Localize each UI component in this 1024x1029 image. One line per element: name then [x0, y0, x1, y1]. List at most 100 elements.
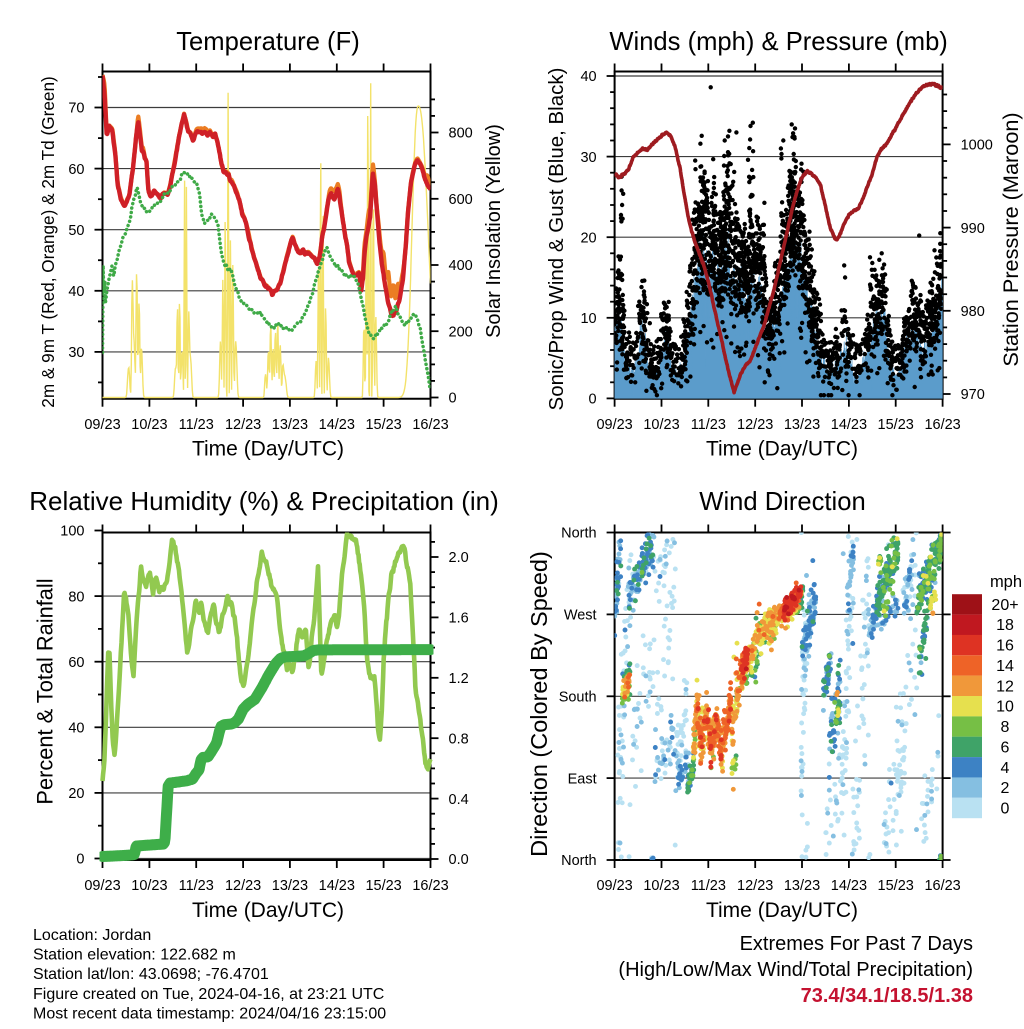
svg-text:200: 200 — [449, 324, 473, 340]
svg-text:(High/Low/Max Wind/Total Preci: (High/Low/Max Wind/Total Precipitation) — [618, 959, 973, 981]
svg-text:6: 6 — [1001, 739, 1010, 756]
svg-text:Extremes For Past 7 Days: Extremes For Past 7 Days — [740, 933, 973, 955]
svg-text:20: 20 — [580, 230, 596, 246]
svg-text:800: 800 — [449, 126, 473, 142]
svg-text:2m & 9m T (Red, Orange) & 2m T: 2m & 9m T (Red, Orange) & 2m Td (Green) — [38, 76, 58, 407]
svg-text:North: North — [561, 526, 596, 542]
svg-text:2.0: 2.0 — [449, 550, 469, 566]
svg-text:Station lat/lon: 43.0698; -76.: Station lat/lon: 43.0698; -76.4701 — [33, 966, 269, 983]
svg-text:0.0: 0.0 — [449, 852, 469, 868]
svg-text:73.4/34.1/18.5/1.38: 73.4/34.1/18.5/1.38 — [801, 985, 973, 1007]
svg-text:West: West — [564, 608, 597, 624]
svg-text:0.8: 0.8 — [449, 731, 469, 747]
svg-text:09/23: 09/23 — [84, 417, 120, 433]
svg-text:16/23: 16/23 — [924, 417, 960, 433]
svg-text:400: 400 — [449, 258, 473, 274]
svg-text:16/23: 16/23 — [412, 878, 448, 894]
svg-text:16/23: 16/23 — [924, 878, 960, 894]
svg-text:100: 100 — [60, 524, 84, 540]
svg-text:0: 0 — [449, 391, 457, 407]
svg-text:Most recent data timestamp: 20: Most recent data timestamp: 2024/04/16 2… — [33, 1005, 386, 1022]
svg-text:10: 10 — [996, 699, 1014, 716]
svg-text:Time (Day/UTC): Time (Day/UTC) — [192, 438, 344, 461]
svg-text:12: 12 — [996, 678, 1014, 695]
svg-text:14/23: 14/23 — [319, 417, 355, 433]
svg-text:2: 2 — [1001, 780, 1010, 797]
svg-text:990: 990 — [961, 221, 985, 237]
svg-text:13/23: 13/23 — [784, 878, 820, 894]
svg-text:11/23: 11/23 — [179, 417, 214, 433]
svg-text:Location: Jordan: Location: Jordan — [33, 927, 151, 944]
svg-text:15/23: 15/23 — [878, 878, 914, 894]
svg-text:14: 14 — [996, 658, 1014, 675]
svg-text:Wind Direction: Wind Direction — [699, 488, 865, 516]
svg-text:Temperature (F): Temperature (F) — [176, 28, 359, 56]
svg-text:40: 40 — [580, 69, 596, 85]
svg-text:8: 8 — [1001, 719, 1010, 736]
svg-text:10/23: 10/23 — [643, 417, 679, 433]
svg-text:11/23: 11/23 — [179, 878, 214, 894]
svg-text:Sonic/Prop Wind & Gust (Blue,: Sonic/Prop Wind & Gust (Blue, Black) — [545, 68, 568, 411]
svg-text:0: 0 — [1001, 801, 1010, 818]
svg-text:15/23: 15/23 — [365, 878, 401, 894]
svg-text:10/23: 10/23 — [131, 878, 167, 894]
svg-text:16: 16 — [996, 638, 1014, 655]
svg-text:Winds (mph) & Pressure (mb): Winds (mph) & Pressure (mb) — [609, 28, 947, 56]
svg-text:13/23: 13/23 — [272, 878, 308, 894]
svg-text:40: 40 — [68, 721, 84, 737]
svg-text:Relative Humidity (%) & Precip: Relative Humidity (%) & Precipitation (i… — [29, 486, 499, 516]
svg-text:13/23: 13/23 — [272, 417, 308, 433]
svg-text:12/23: 12/23 — [225, 878, 261, 894]
svg-text:South: South — [559, 690, 597, 706]
svg-text:1000: 1000 — [961, 138, 993, 154]
svg-text:mph: mph — [990, 573, 1022, 591]
svg-text:60: 60 — [68, 162, 84, 178]
svg-text:09/23: 09/23 — [596, 417, 632, 433]
svg-text:14/23: 14/23 — [831, 878, 867, 894]
svg-text:09/23: 09/23 — [84, 878, 120, 894]
svg-text:60: 60 — [68, 655, 84, 671]
svg-text:11/23: 11/23 — [691, 417, 726, 433]
svg-text:Percent & Total Rainfall: Percent & Total Rainfall — [33, 578, 58, 804]
svg-text:80: 80 — [68, 589, 84, 605]
svg-text:12/23: 12/23 — [737, 417, 773, 433]
svg-text:Station Pressure (Maroon): Station Pressure (Maroon) — [998, 112, 1023, 366]
svg-text:0.4: 0.4 — [449, 792, 469, 808]
svg-text:40: 40 — [68, 284, 84, 300]
svg-text:Time (Day/UTC): Time (Day/UTC) — [706, 438, 858, 461]
svg-text:4: 4 — [1001, 760, 1010, 777]
svg-text:14/23: 14/23 — [831, 417, 867, 433]
svg-text:14/23: 14/23 — [319, 878, 355, 894]
svg-text:10/23: 10/23 — [643, 878, 679, 894]
svg-text:50: 50 — [68, 223, 84, 239]
svg-text:1.6: 1.6 — [449, 611, 469, 627]
svg-text:12/23: 12/23 — [225, 417, 261, 433]
svg-text:12/23: 12/23 — [737, 878, 773, 894]
svg-text:600: 600 — [449, 192, 473, 208]
svg-text:Time (Day/UTC): Time (Day/UTC) — [706, 899, 858, 922]
svg-text:Figure created on Tue, 2024-04: Figure created on Tue, 2024-04-16, at 23… — [33, 986, 384, 1003]
svg-text:0: 0 — [76, 852, 84, 868]
svg-text:0: 0 — [589, 392, 597, 408]
svg-text:Station elevation: 122.682 m: Station elevation: 122.682 m — [33, 947, 236, 964]
svg-text:Time (Day/UTC): Time (Day/UTC) — [192, 899, 344, 922]
svg-text:North: North — [561, 853, 596, 869]
svg-text:30: 30 — [68, 345, 84, 361]
svg-text:15/23: 15/23 — [878, 417, 914, 433]
svg-text:70: 70 — [68, 101, 84, 117]
svg-text:10: 10 — [580, 311, 596, 327]
svg-text:970: 970 — [961, 387, 985, 403]
svg-text:Direction (Colored By Speed): Direction (Colored By Speed) — [526, 551, 552, 857]
svg-text:16/23: 16/23 — [412, 417, 448, 433]
svg-text:09/23: 09/23 — [596, 878, 632, 894]
svg-text:20+: 20+ — [991, 597, 1018, 614]
svg-text:20: 20 — [68, 786, 84, 802]
svg-text:30: 30 — [580, 150, 596, 166]
svg-text:980: 980 — [961, 304, 985, 320]
svg-text:11/23: 11/23 — [691, 878, 726, 894]
svg-text:1.2: 1.2 — [449, 671, 469, 687]
svg-text:10/23: 10/23 — [131, 417, 167, 433]
svg-text:East: East — [568, 771, 597, 787]
svg-text:13/23: 13/23 — [784, 417, 820, 433]
svg-text:15/23: 15/23 — [365, 417, 401, 433]
